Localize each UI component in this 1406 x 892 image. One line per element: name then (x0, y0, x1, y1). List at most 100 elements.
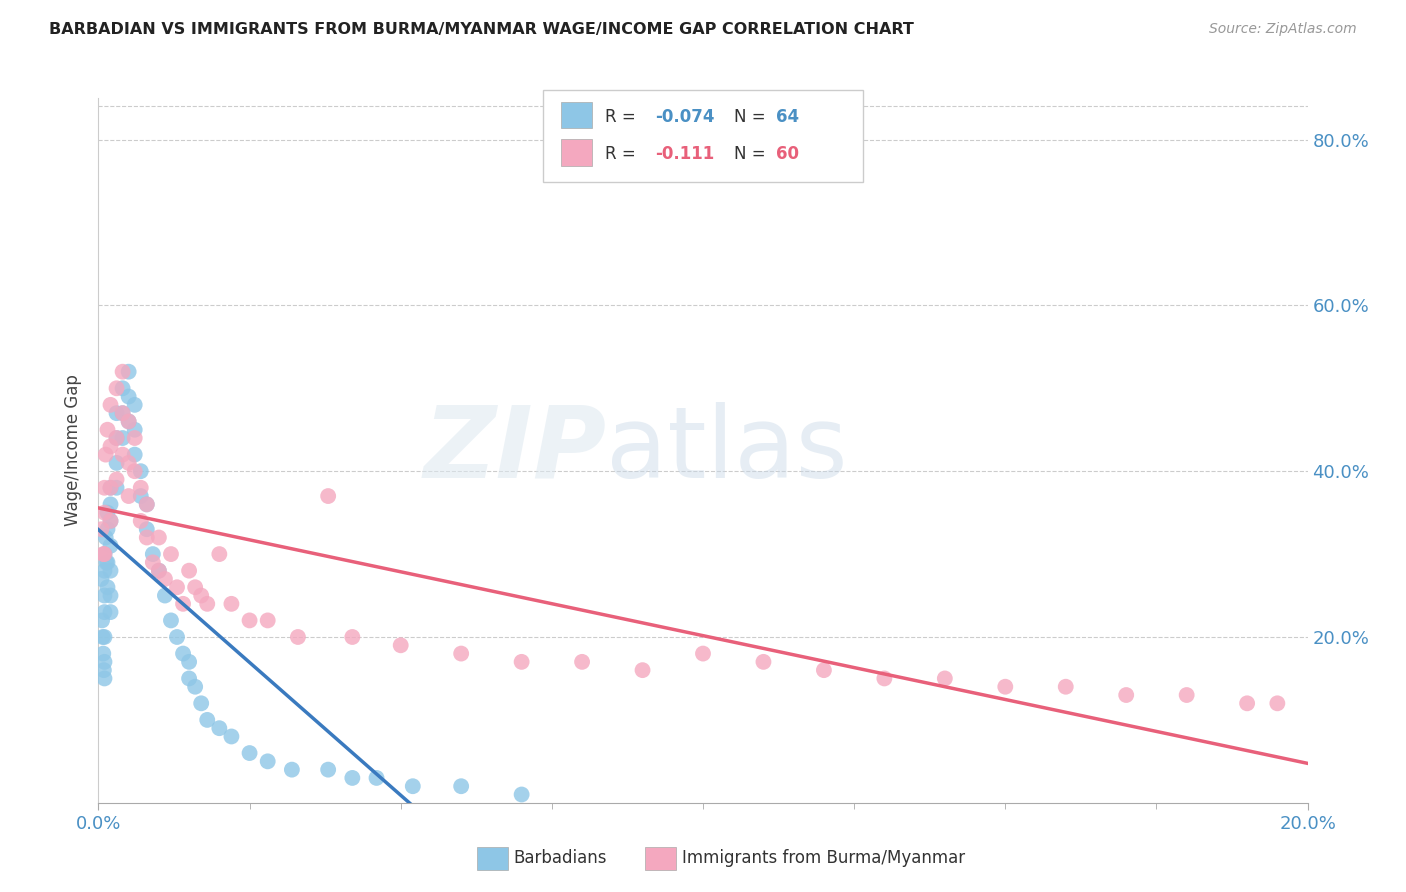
Point (96, 522, 118, 536)
Point (172, 647, 194, 661)
Point (166, 580, 188, 594)
Text: Source: ZipAtlas.com: Source: ZipAtlas.com (1209, 22, 1357, 37)
Text: R =: R = (605, 145, 645, 162)
Point (184, 680, 207, 694)
Point (281, 763, 304, 777)
Point (631, 663, 654, 677)
Point (96, 555, 118, 569)
Text: BARBADIAN VS IMMIGRANTS FROM BURMA/MYANMAR WAGE/INCOME GAP CORRELATION CHART: BARBADIAN VS IMMIGRANTS FROM BURMA/MYANM… (49, 22, 914, 37)
Point (93, 547, 115, 561)
Point (111, 406, 134, 420)
Point (100, 481, 122, 495)
Point (142, 555, 165, 569)
Point (91, 630, 114, 644)
Point (873, 672, 896, 686)
Point (148, 531, 170, 545)
Point (94, 531, 117, 545)
Point (100, 539, 122, 553)
Point (124, 423, 146, 437)
Point (135, 531, 157, 545)
Point (100, 589, 122, 603)
Point (510, 655, 533, 669)
Text: 60: 60 (776, 145, 799, 162)
Point (172, 597, 194, 611)
Point (752, 655, 775, 669)
Point (208, 547, 231, 561)
Point (124, 398, 146, 412)
Point (93, 547, 115, 561)
Point (90, 572, 112, 586)
Text: N =: N = (734, 108, 770, 126)
Point (93, 655, 115, 669)
Point (105, 473, 128, 487)
Point (450, 647, 472, 661)
Point (93, 672, 115, 686)
Point (129, 481, 152, 495)
Point (118, 414, 141, 428)
Point (100, 497, 122, 511)
Point (118, 489, 141, 503)
Point (316, 763, 339, 777)
Point (111, 365, 134, 379)
Point (96, 423, 118, 437)
Point (124, 431, 146, 445)
Point (510, 788, 533, 802)
Point (94, 448, 117, 462)
Point (190, 589, 212, 603)
Point (934, 672, 956, 686)
Point (96, 580, 118, 594)
Text: -0.111: -0.111 (655, 145, 714, 162)
Point (160, 614, 183, 628)
Point (124, 448, 146, 462)
Point (813, 663, 835, 677)
Point (142, 547, 165, 561)
Point (91, 547, 114, 561)
Point (118, 456, 141, 470)
Text: Immigrants from Burma/Myanmar: Immigrants from Burma/Myanmar (682, 849, 965, 867)
Text: -0.074: -0.074 (655, 108, 714, 126)
Point (91, 614, 114, 628)
Point (160, 547, 183, 561)
Point (135, 497, 157, 511)
Point (239, 746, 262, 760)
Point (450, 779, 472, 793)
Point (96, 555, 118, 569)
Point (342, 630, 364, 644)
Point (153, 572, 176, 586)
Point (135, 497, 157, 511)
Text: 64: 64 (776, 108, 799, 126)
Point (118, 390, 141, 404)
Point (1175, 688, 1198, 702)
Point (100, 481, 122, 495)
Point (93, 589, 115, 603)
Point (105, 481, 128, 495)
Point (1054, 680, 1077, 694)
Y-axis label: Wage/Income Gap: Wage/Income Gap (63, 375, 82, 526)
Text: ZIP: ZIP (423, 402, 606, 499)
Point (93, 564, 115, 578)
Point (105, 431, 128, 445)
Point (93, 663, 115, 677)
Point (195, 597, 218, 611)
Point (100, 605, 122, 619)
Point (100, 398, 122, 412)
Point (93, 481, 115, 495)
Point (100, 514, 122, 528)
Text: atlas: atlas (606, 402, 848, 499)
Point (389, 638, 412, 652)
Point (1236, 696, 1258, 710)
Point (1267, 696, 1289, 710)
Point (148, 564, 170, 578)
Point (179, 655, 201, 669)
Point (118, 365, 141, 379)
Point (179, 672, 201, 686)
Text: N =: N = (734, 145, 770, 162)
Point (111, 406, 134, 420)
Point (994, 680, 1017, 694)
Point (118, 414, 141, 428)
Point (96, 506, 118, 520)
Point (100, 439, 122, 453)
Point (692, 647, 714, 661)
Point (111, 381, 134, 395)
Point (195, 713, 218, 727)
